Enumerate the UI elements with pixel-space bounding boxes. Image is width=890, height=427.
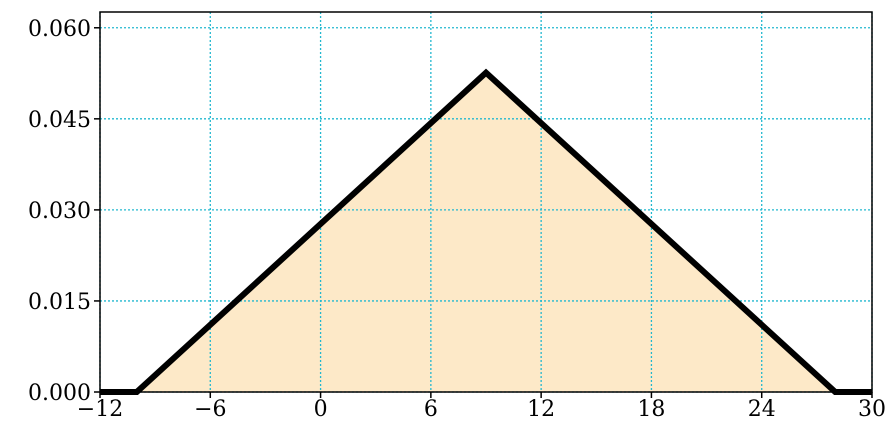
x-tick-label: −6 xyxy=(194,397,226,422)
x-tick-label: 18 xyxy=(637,397,665,422)
y-tick-label: 0.015 xyxy=(28,290,91,315)
y-tick-label: 0.030 xyxy=(28,199,91,224)
x-tick-label: 0 xyxy=(314,397,328,422)
plot-frame xyxy=(99,11,873,393)
y-tick-label: 0.045 xyxy=(28,108,91,133)
y-tick-label: 0.060 xyxy=(28,17,91,42)
area xyxy=(100,72,872,392)
y-tick-label: 0.000 xyxy=(28,381,91,406)
x-tick-label: −12 xyxy=(77,397,123,422)
x-tick-label: 12 xyxy=(527,397,555,422)
x-tick-label: 24 xyxy=(748,397,776,422)
x-tick-label: 6 xyxy=(424,397,438,422)
x-tick-label: 30 xyxy=(858,397,886,422)
